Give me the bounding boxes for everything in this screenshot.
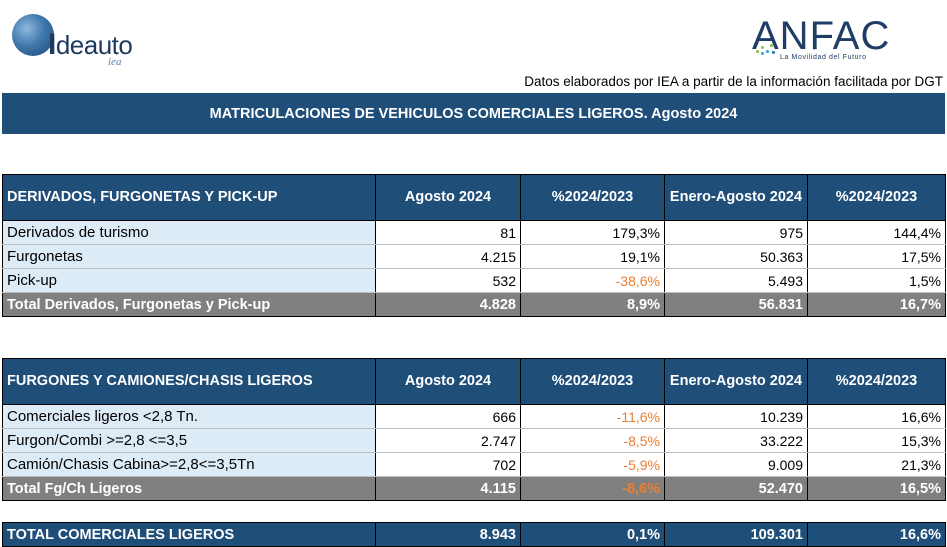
cell: 16,6% (807, 404, 946, 429)
cell: 0,1% (520, 522, 665, 547)
cell: 10.239 (664, 404, 808, 429)
cell: 52.470 (664, 476, 808, 501)
table-row: Comerciales ligeros <2,8 Tn. 666 -11,6% … (2, 404, 946, 429)
cell: 4.828 (375, 292, 521, 317)
row-label: Total Derivados, Furgonetas y Pick-up (2, 292, 376, 317)
cell: 17,5% (807, 244, 946, 269)
cell: -5,9% (520, 452, 665, 477)
table-row: Furgonetas 4.215 19,1% 50.363 17,5% (2, 244, 946, 269)
header-cell: DERIVADOS, FURGONETAS Y PICK-UP (2, 174, 376, 221)
header-cell: Agosto 2024 (375, 174, 521, 221)
header-cell: FURGONES Y CAMIONES/CHASIS LIGEROS (2, 358, 376, 405)
table-furgones: FURGONES Y CAMIONES/CHASIS LIGEROS Agost… (2, 358, 946, 501)
row-label: Camión/Chasis Cabina>=2,8<=3,5Tn (2, 452, 376, 477)
table-derivados: DERIVADOS, FURGONETAS Y PICK-UP Agosto 2… (2, 174, 946, 317)
total-row: Total Derivados, Furgonetas y Pick-up 4.… (2, 292, 946, 317)
row-label: TOTAL COMERCIALES LIGEROS (2, 522, 376, 547)
cell: 975 (664, 220, 808, 245)
cell: 666 (375, 404, 521, 429)
header-cell: %2024/2023 (520, 358, 665, 405)
row-label: Comerciales ligeros <2,8 Tn. (2, 404, 376, 429)
cell: -38,6% (520, 268, 665, 293)
row-label: Furgon/Combi >=2,8 <=3,5 (2, 428, 376, 453)
cell: 33.222 (664, 428, 808, 453)
table-row: Pick-up 532 -38,6% 5.493 1,5% (2, 268, 946, 293)
cell: 1,5% (807, 268, 946, 293)
grand-total-row: TOTAL COMERCIALES LIGEROS 8.943 0,1% 109… (2, 522, 946, 547)
cell: 56.831 (664, 292, 808, 317)
cell: 2.747 (375, 428, 521, 453)
header-cell: %2024/2023 (520, 174, 665, 221)
anfac-logo: ANFAC La Movilidad del Futuro (752, 12, 902, 62)
source-note: Datos elaborados por IEA a partir de la … (524, 74, 943, 89)
dots-icon (756, 42, 778, 56)
cell: 16,6% (807, 522, 946, 547)
cell: 21,3% (807, 452, 946, 477)
cell: 16,5% (807, 476, 946, 501)
row-label: Derivados de turismo (2, 220, 376, 245)
cell: 8,9% (520, 292, 665, 317)
cell: -11,6% (520, 404, 665, 429)
table-header: FURGONES Y CAMIONES/CHASIS LIGEROS Agost… (2, 358, 946, 405)
cell: 9.009 (664, 452, 808, 477)
row-label: Furgonetas (2, 244, 376, 269)
table-row: Furgon/Combi >=2,8 <=3,5 2.747 -8,5% 33.… (2, 428, 946, 453)
cell: 144,4% (807, 220, 946, 245)
ideauto-wordmark: Ideauto (48, 28, 133, 61)
anfac-wordmark: ANFAC (752, 14, 891, 58)
table-header: DERIVADOS, FURGONETAS Y PICK-UP Agosto 2… (2, 174, 946, 221)
row-label: Pick-up (2, 268, 376, 293)
cell: 15,3% (807, 428, 946, 453)
table-grand-total: TOTAL COMERCIALES LIGEROS 8.943 0,1% 109… (2, 522, 946, 547)
page-title: MATRICULACIONES DE VEHICULOS COMERCIALES… (2, 93, 945, 134)
header-cell: %2024/2023 (807, 358, 946, 405)
cell: 81 (375, 220, 521, 245)
cell: 532 (375, 268, 521, 293)
cell: 109.301 (664, 522, 808, 547)
cell: 4.215 (375, 244, 521, 269)
anfac-tagline: La Movilidad del Futuro (780, 54, 867, 61)
header-cell: Enero-Agosto 2024 (664, 358, 808, 405)
cell: 4.115 (375, 476, 521, 501)
cell: 179,3% (520, 220, 665, 245)
cell: -8,5% (520, 428, 665, 453)
header-cell: Agosto 2024 (375, 358, 521, 405)
globe-icon (12, 14, 54, 56)
cell: 8.943 (375, 522, 521, 547)
header-cell: %2024/2023 (807, 174, 946, 221)
header-cell: Enero-Agosto 2024 (664, 174, 808, 221)
ideauto-logo: Ideauto iea (12, 14, 162, 68)
cell: 702 (375, 452, 521, 477)
cell: -8,6% (520, 476, 665, 501)
cell: 5.493 (664, 268, 808, 293)
row-label: Total Fg/Ch Ligeros (2, 476, 376, 501)
cell: 19,1% (520, 244, 665, 269)
table-row: Derivados de turismo 81 179,3% 975 144,4… (2, 220, 946, 245)
cell: 50.363 (664, 244, 808, 269)
ideauto-sub: iea (108, 56, 122, 68)
table-row: Camión/Chasis Cabina>=2,8<=3,5Tn 702 -5,… (2, 452, 946, 477)
cell: 16,7% (807, 292, 946, 317)
total-row: Total Fg/Ch Ligeros 4.115 -8,6% 52.470 1… (2, 476, 946, 501)
